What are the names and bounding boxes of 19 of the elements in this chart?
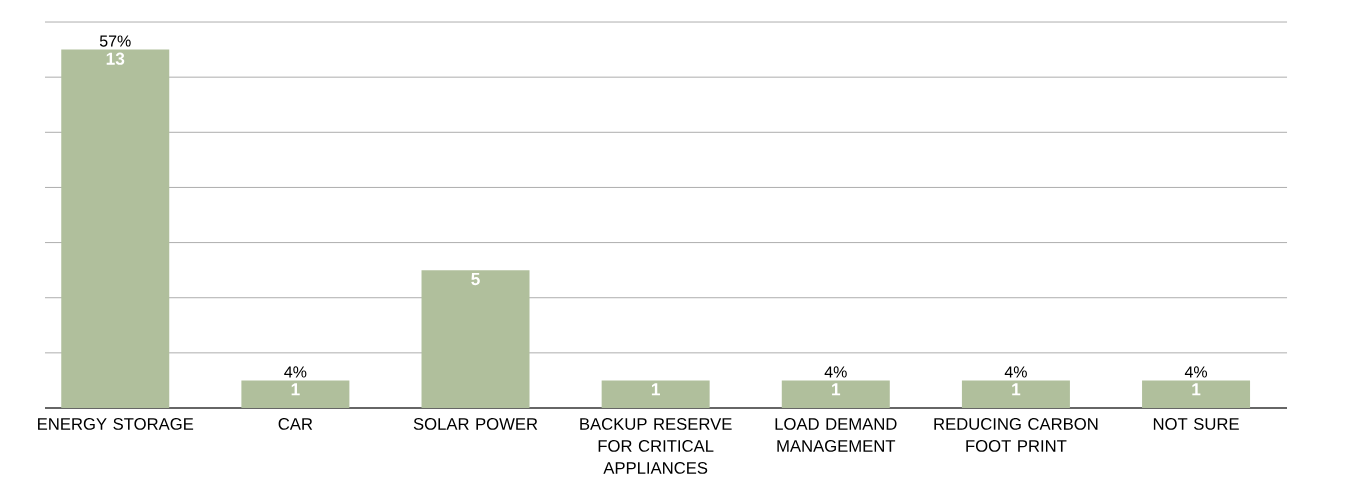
annotation: 4%	[824, 366, 847, 378]
annotation: 4%	[284, 366, 307, 378]
annotation: 57%	[99, 35, 131, 47]
x-tick-label: LOAD DEMAND MANAGEMENT	[775, 418, 897, 452]
x-tick-label: BACKUP RESERVE FOR CRITICAL APPLIANCES	[580, 418, 732, 474]
x-tick-label: NOT SURE	[1153, 418, 1239, 430]
data-label: 13	[106, 52, 125, 65]
annotation: 4%	[1184, 366, 1208, 378]
x-tick-label: REDUCING CARBON FOOT PRINT	[934, 418, 1098, 452]
data-label: 1	[291, 383, 300, 396]
x-tick-label: SOLAR POWER	[413, 418, 538, 430]
data-label: 1	[651, 383, 660, 396]
data-label: 1	[832, 383, 841, 396]
data-label: 5	[471, 273, 480, 286]
x-tick-label: CAR	[278, 418, 313, 430]
x-tick-label: ENERGY STORAGE	[38, 418, 194, 430]
annotation: 4%	[1004, 366, 1027, 378]
data-label: 1	[1192, 383, 1201, 396]
data-label: 1	[1012, 383, 1021, 396]
